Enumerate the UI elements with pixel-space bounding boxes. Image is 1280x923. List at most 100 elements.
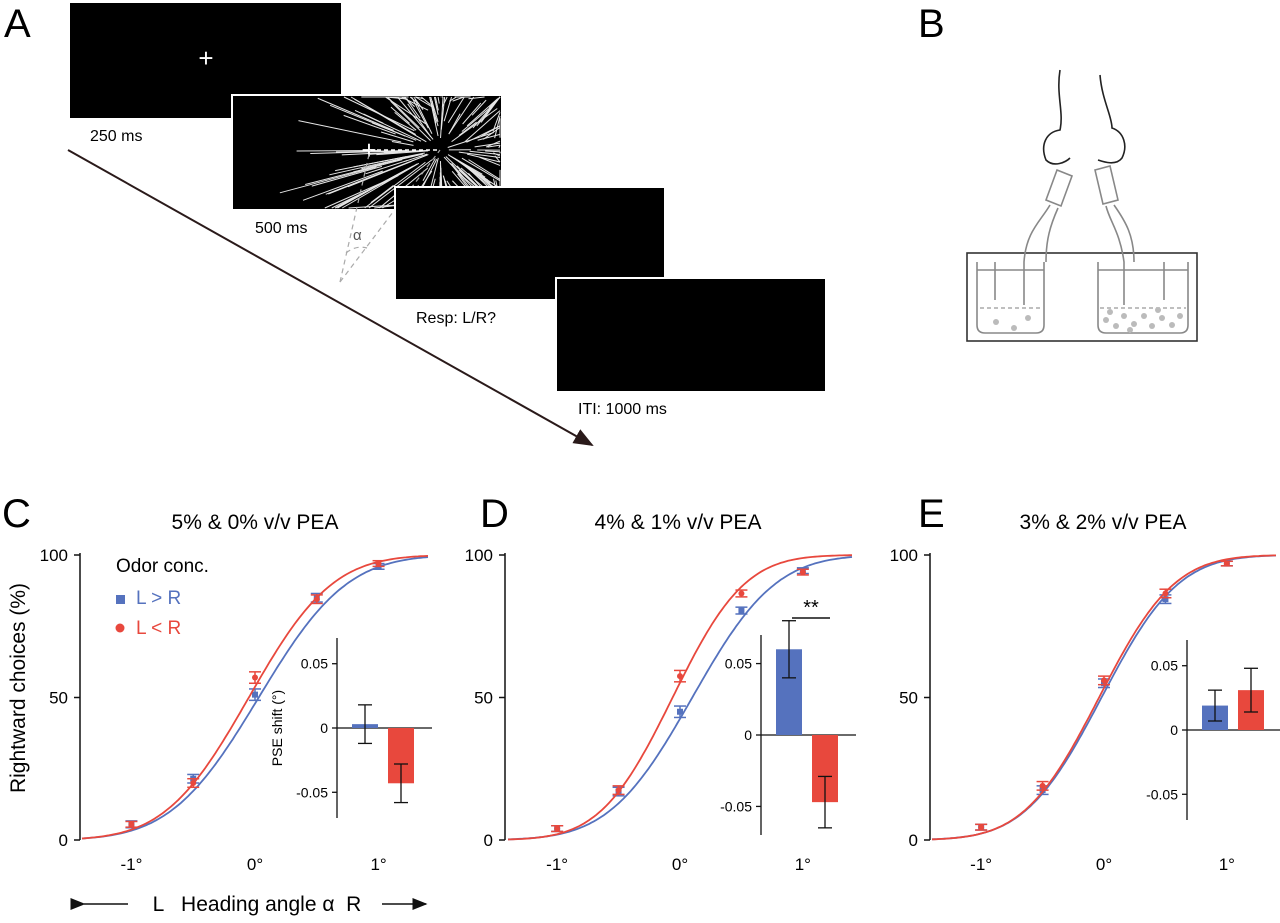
data-point [128,821,135,828]
y-tick-label: 0 [909,831,918,850]
flow-line [279,166,377,194]
flow-line [492,112,501,132]
x-tick-label: -1° [970,855,992,874]
flow-line [441,96,448,108]
flow-line [401,96,429,111]
fit-curve [931,554,1277,841]
flow-line [403,153,428,163]
flow-line [370,185,394,204]
angle-symbol: α [353,227,362,244]
panel-letter-a: A [4,2,31,46]
y-tick-label: 100 [890,546,918,565]
inset-tick-label: 0.05 [725,656,752,672]
x-tick-label: 0° [672,855,688,874]
flow-line [477,133,501,141]
y-tick-label: 100 [40,546,68,565]
flow-line [390,106,410,124]
data-point [1162,590,1169,597]
flow-line [493,152,501,157]
data-point [738,607,745,614]
flow-line [390,100,431,142]
legend-marker-blue [116,595,125,604]
data-point [252,691,258,698]
chart-title: 5% & 0% v/v PEA [172,511,339,534]
x-axis-label: L Heading angle α R [153,893,362,916]
inset-tick-label: -0.05 [296,784,328,800]
x-tick-label: 1° [795,855,811,874]
data-point [252,674,258,681]
flow-line [460,167,484,188]
data-point [375,560,382,567]
inset-tick-label: 0 [744,727,752,743]
flow-line [485,140,501,148]
flow-line [471,99,487,116]
flow-line [433,96,439,115]
flow-line [368,159,433,209]
inset-tick-label: 0.05 [301,656,328,672]
x-tick-label: 0° [1096,855,1112,874]
x-tick-label: -1° [546,855,568,874]
flow-line [448,96,475,134]
y-tick-label: 0 [59,831,68,850]
flow-line [394,112,417,131]
flow-line [466,153,501,163]
flow-line [461,103,495,132]
odor-apparatus [966,69,1198,342]
y-tick-label: 100 [465,546,493,565]
flow-line [329,154,418,176]
flow-line [464,165,489,181]
stimulus-fixation-cross: + [361,135,376,165]
fit-curve [81,555,429,840]
response-label: Resp: L/R? [416,310,496,327]
data-point [615,787,622,794]
inset-tick-label: 0.05 [1151,658,1178,674]
data-point [313,596,320,603]
x-tick-label: 1° [370,855,386,874]
flow-line [422,158,436,181]
flow-line [329,104,417,141]
flow-line [471,170,491,184]
flow-line [440,96,444,139]
flow-line [415,96,424,100]
iti-screen [555,277,827,393]
flow-line [452,96,464,102]
y-tick-label: 50 [49,689,68,708]
flow-line [364,161,426,209]
data-point [1162,596,1169,603]
x-tick-label: 0° [247,855,263,874]
flow-line [457,160,486,178]
fit-curve [932,554,1276,841]
flow-line [365,159,408,175]
legend-marker-red [115,623,125,633]
flow-line [451,108,498,143]
significance-marker: ** [803,597,819,619]
flow-line [296,149,378,152]
flow-line [311,165,383,187]
x-tick-label: 1° [1219,855,1235,874]
flow-line [353,156,407,168]
y-axis-label: Rightward choices (%) [7,583,30,793]
flow-line [437,96,440,104]
data-point [1101,677,1107,684]
flow-line [485,150,501,153]
flow-line [342,162,420,209]
flow-line [449,96,457,102]
legend-title: Odor conc. [116,556,209,577]
flow-line [411,96,429,129]
flow-line [385,96,427,125]
inset-tick-label: -0.05 [1146,786,1178,802]
y-tick-label: 0 [484,831,493,850]
flow-line [494,116,501,139]
flow-line [498,145,501,149]
flow-line [413,96,424,111]
data-point [677,708,683,715]
panel-letter-d: D [480,492,509,536]
panel-letter-b: B [918,2,945,46]
flow-line [353,164,383,173]
data-point [554,825,561,832]
flow-line [334,165,414,209]
flow-line [324,180,387,209]
legend-label-blue: L > R [136,588,181,609]
flow-line [461,157,501,182]
